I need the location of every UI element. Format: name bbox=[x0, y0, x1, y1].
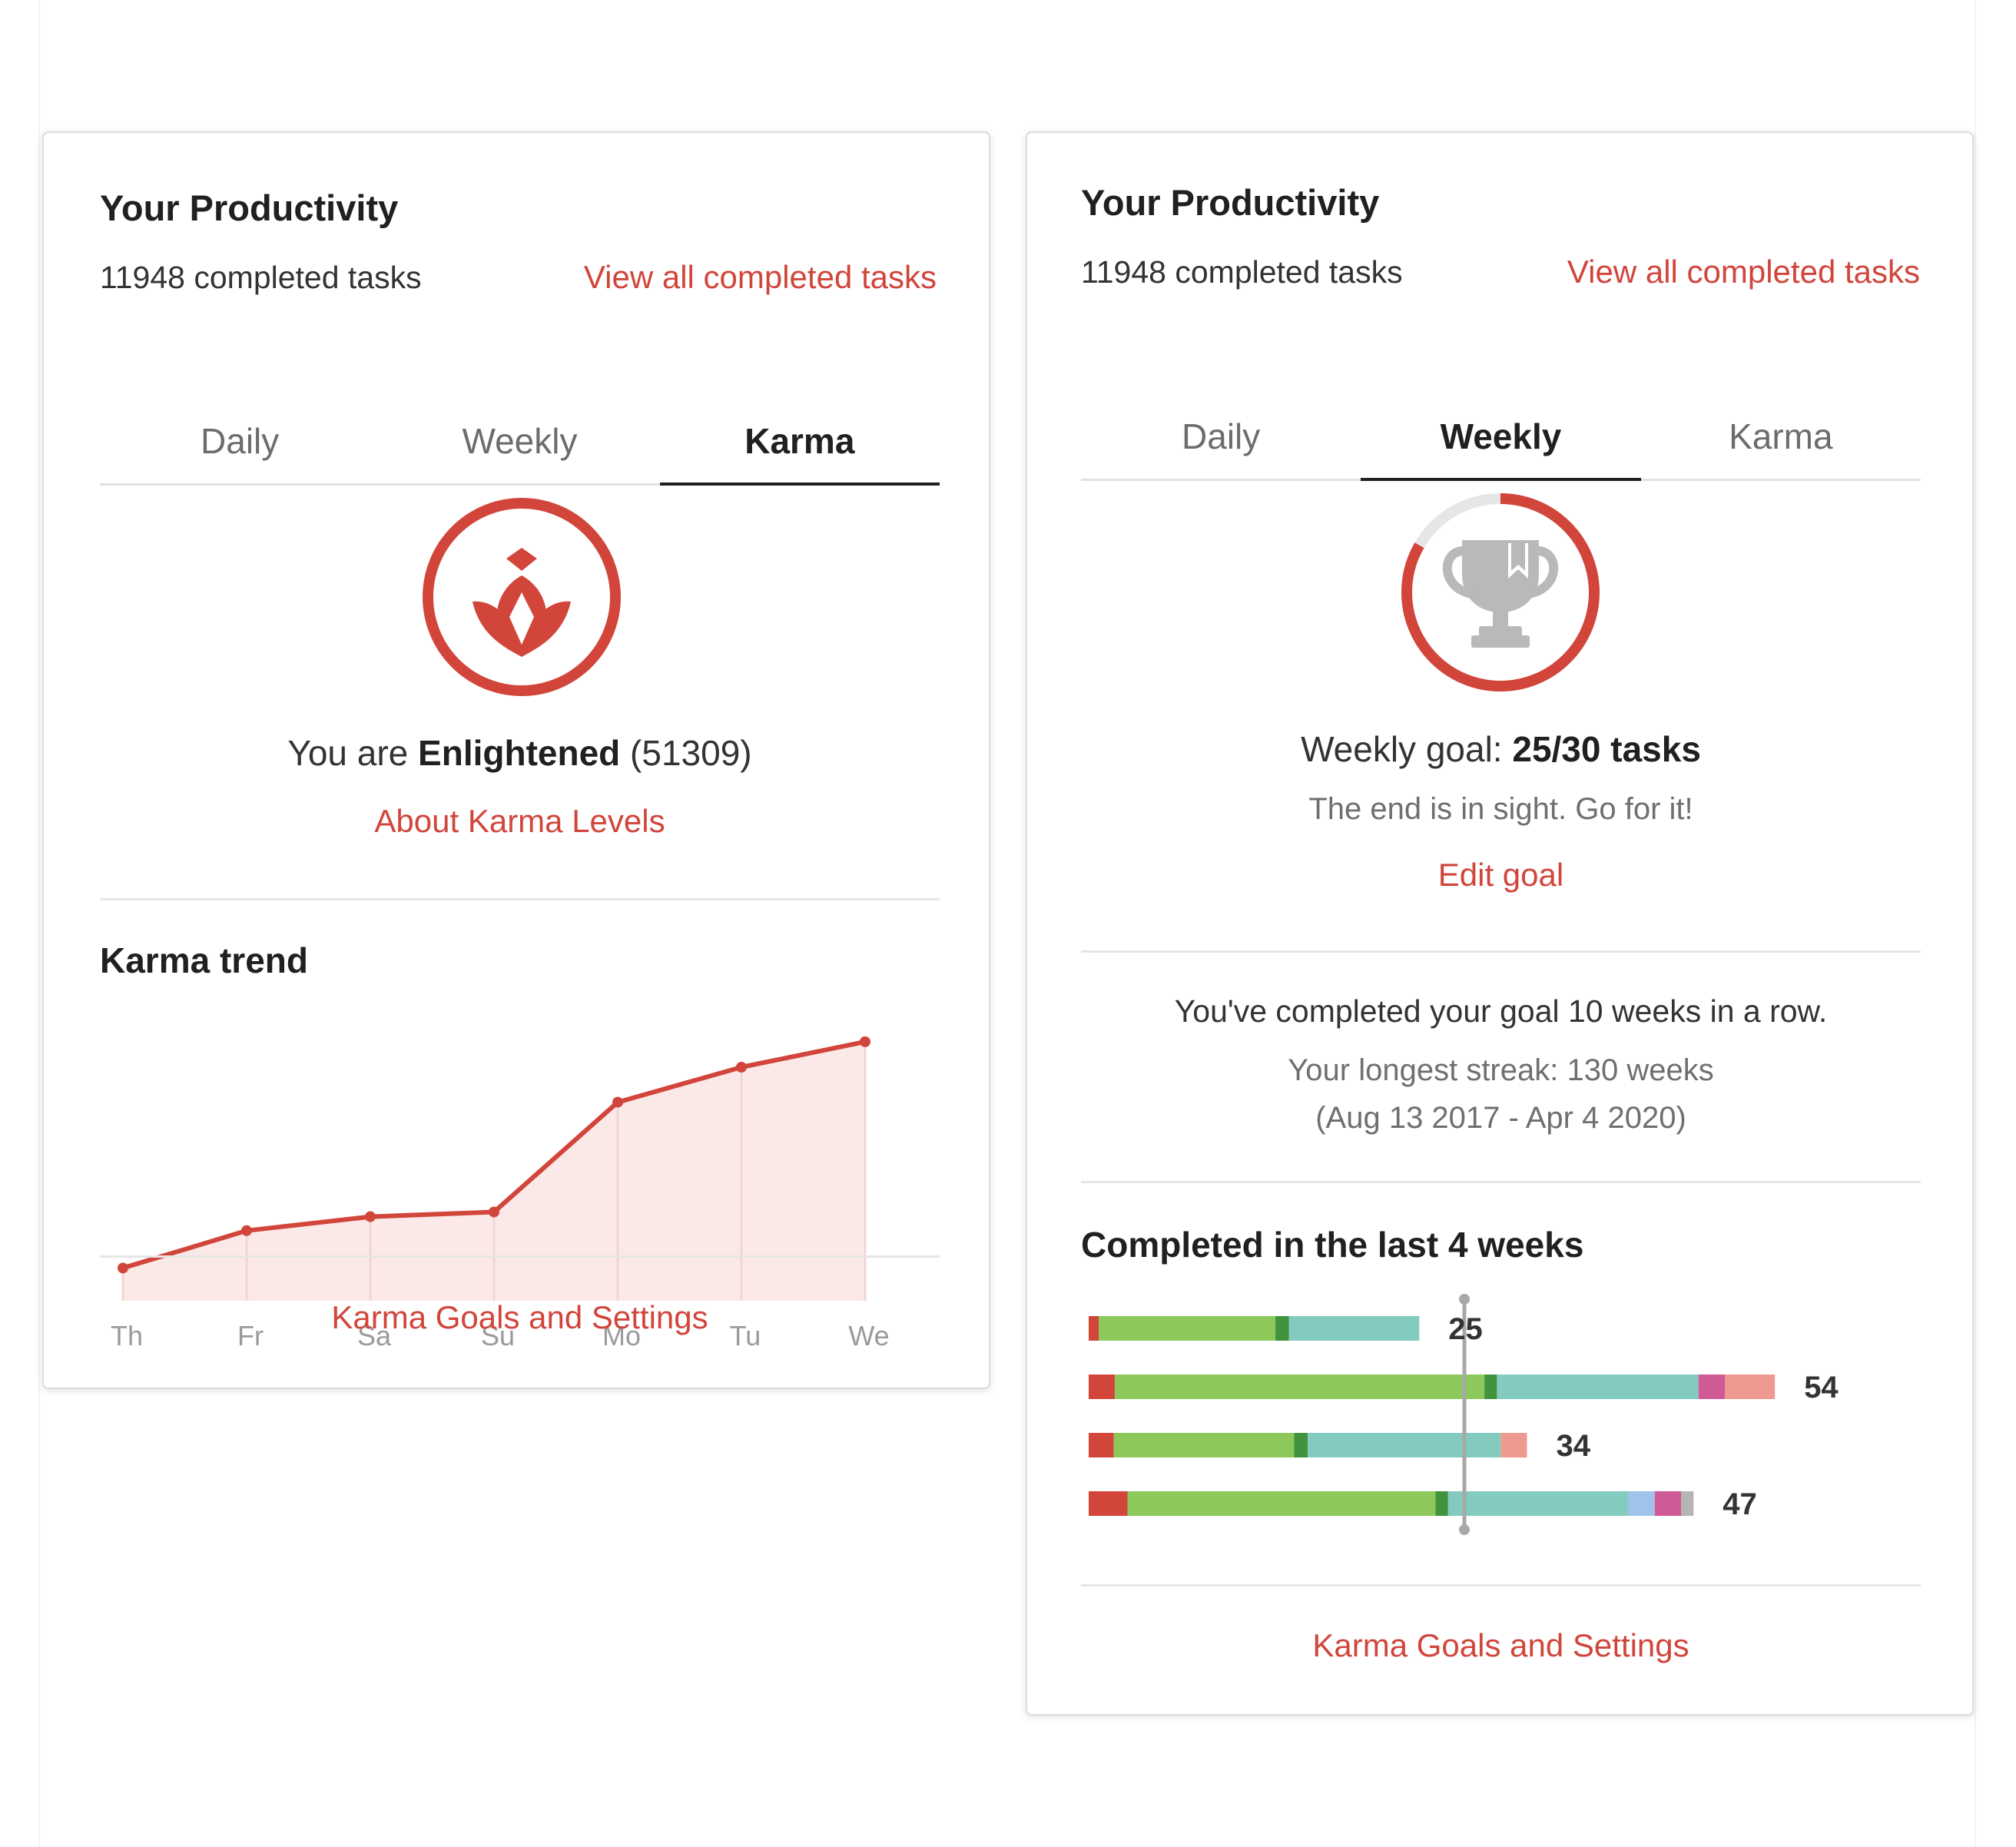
completed-count: 11948 completed tasks bbox=[100, 260, 422, 295]
trend-area bbox=[123, 1041, 865, 1301]
bar-total-label: 34 bbox=[1557, 1429, 1591, 1463]
card-title: Your Productivity bbox=[100, 187, 399, 228]
goal-prefix: Weekly goal: bbox=[1301, 729, 1513, 769]
streak-text: You've completed your goal 10 weeks in a… bbox=[1174, 993, 1828, 1029]
tab-karma[interactable]: Karma bbox=[659, 399, 940, 486]
bar-segment bbox=[1089, 1433, 1114, 1457]
bar-segment bbox=[1089, 1316, 1099, 1341]
trend-x-label: Su bbox=[481, 1320, 515, 1347]
tab-daily[interactable]: Daily bbox=[1182, 416, 1261, 456]
trend-x-label: Sa bbox=[357, 1320, 392, 1347]
bar-segment bbox=[1115, 1374, 1485, 1399]
weekly-goal: Weekly goal: 25/30 tasks bbox=[1081, 728, 1921, 770]
trend-x-label: Th bbox=[111, 1320, 143, 1347]
karma-goals-settings-link[interactable]: Karma Goals and Settings bbox=[1312, 1627, 1689, 1663]
completed-count: 11948 completed tasks bbox=[1081, 254, 1403, 290]
level-points: (51309) bbox=[620, 733, 752, 773]
karma-trend-chart: Th Fr Sa Su Mo Tu We bbox=[111, 1036, 890, 1347]
edit-goal-link[interactable]: Edit goal bbox=[1437, 857, 1564, 893]
bar-segment bbox=[1698, 1374, 1725, 1399]
tab-bar: Daily Weekly Karma bbox=[100, 399, 940, 486]
trend-point bbox=[860, 1036, 870, 1047]
bar-segment bbox=[1308, 1433, 1501, 1457]
trend-point bbox=[118, 1262, 128, 1274]
trend-x-label: Fr bbox=[237, 1320, 264, 1347]
lotus-icon bbox=[423, 498, 621, 696]
bar-segment bbox=[1113, 1433, 1295, 1457]
bar-segment bbox=[1447, 1491, 1629, 1516]
karma-goals-settings-link[interactable]: Karma Goals and Settings bbox=[331, 1299, 708, 1335]
longest-streak: Your longest streak: 130 weeks bbox=[1288, 1053, 1714, 1087]
tab-weekly[interactable]: Weekly bbox=[462, 421, 578, 461]
longest-streak-range: (Aug 13 2017 - Apr 4 2020) bbox=[1315, 1101, 1686, 1135]
view-all-completed-link[interactable]: View all completed tasks bbox=[1567, 254, 1920, 290]
trend-point bbox=[489, 1206, 499, 1218]
bar-segment bbox=[1681, 1491, 1694, 1516]
bar-segment bbox=[1628, 1491, 1655, 1516]
bar-segment bbox=[1288, 1316, 1420, 1341]
bar-total-label: 54 bbox=[1804, 1371, 1839, 1404]
trend-point bbox=[241, 1225, 252, 1236]
view-all-completed-link[interactable]: View all completed tasks bbox=[583, 259, 937, 295]
trend-x-label: Tu bbox=[730, 1320, 761, 1347]
divider bbox=[100, 898, 940, 900]
trend-point bbox=[365, 1211, 376, 1222]
tab-bar: Daily Weekly Karma bbox=[1081, 394, 1921, 481]
goal-progress-ring bbox=[1401, 493, 1600, 691]
divider bbox=[1081, 950, 1921, 953]
card-title: Your Productivity bbox=[1081, 182, 1380, 223]
goal-line-cap bbox=[1459, 1524, 1470, 1535]
about-karma-levels-link[interactable]: About Karma Levels bbox=[374, 803, 665, 839]
divider bbox=[100, 1255, 940, 1258]
bar-segment bbox=[1294, 1433, 1308, 1457]
bar-segment bbox=[1099, 1316, 1275, 1341]
karma-trend-title: Karma trend bbox=[100, 940, 308, 980]
trend-point bbox=[736, 1062, 747, 1073]
trophy-icon bbox=[1442, 540, 1559, 648]
karma-badge bbox=[419, 494, 625, 700]
tab-daily[interactable]: Daily bbox=[201, 421, 280, 461]
weekly-goal-badge bbox=[1398, 489, 1603, 695]
weeks-bar-chart: 25 54 34 47 bbox=[1089, 1294, 1839, 1535]
bar-segment bbox=[1435, 1491, 1448, 1516]
divider bbox=[1081, 1584, 1921, 1587]
bar-segment bbox=[1089, 1374, 1116, 1399]
bar-segment bbox=[1497, 1374, 1699, 1399]
divider bbox=[1081, 1181, 1921, 1183]
level-name: Enlightened bbox=[418, 733, 621, 773]
bar-segment bbox=[1127, 1491, 1436, 1516]
weeks-title: Completed in the last 4 weeks bbox=[1081, 1225, 1584, 1265]
bar-total-label: 25 bbox=[1448, 1312, 1483, 1346]
bar-segment bbox=[1500, 1433, 1527, 1457]
productivity-card-weekly: Your Productivity 11948 completed tasks … bbox=[1026, 131, 1974, 1716]
goal-message: The end is in sight. Go for it! bbox=[1308, 792, 1693, 826]
bar-segment bbox=[1089, 1491, 1128, 1516]
karma-level: You are Enlightened (51309) bbox=[100, 732, 940, 774]
tab-karma[interactable]: Karma bbox=[1729, 416, 1833, 456]
goal-value: 25/30 tasks bbox=[1512, 729, 1701, 769]
trend-point bbox=[612, 1096, 623, 1108]
bar-segment bbox=[1654, 1491, 1681, 1516]
bar-segment bbox=[1484, 1374, 1497, 1399]
bar-total-label: 47 bbox=[1723, 1487, 1757, 1521]
productivity-card-karma: Your Productivity 11948 completed tasks … bbox=[42, 131, 990, 1389]
tab-weekly[interactable]: Weekly bbox=[1361, 394, 1641, 481]
trend-x-label: Mo bbox=[602, 1320, 641, 1347]
goal-line-cap bbox=[1459, 1294, 1470, 1305]
trend-x-label: We bbox=[848, 1320, 889, 1347]
bar-segment bbox=[1275, 1316, 1289, 1341]
level-prefix: You are bbox=[287, 733, 419, 773]
bar-segment bbox=[1725, 1374, 1776, 1399]
